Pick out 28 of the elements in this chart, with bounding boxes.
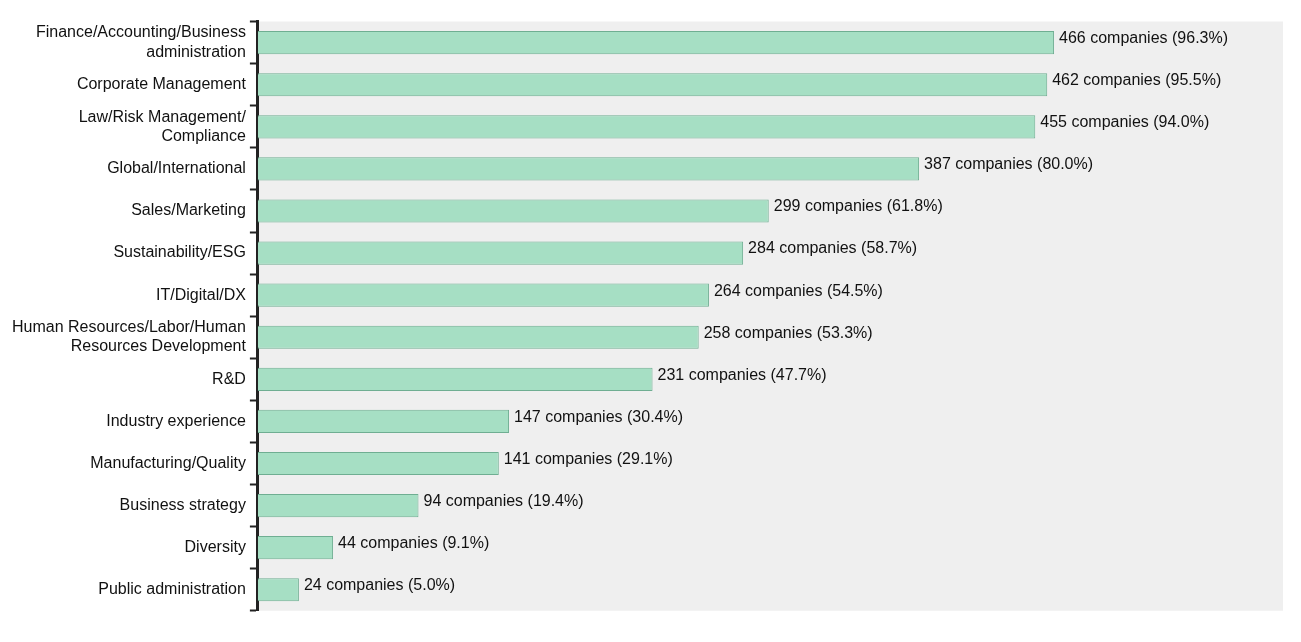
data-label: 258 companies (53.3%)	[703, 323, 873, 341]
data-label: 231 companies (47.7%)	[657, 365, 827, 383]
y-tick-label: Law/Risk Management/Compliance	[78, 107, 247, 144]
y-tick-label: Global/International	[107, 159, 246, 177]
data-label: 44 companies (9.1%)	[338, 534, 490, 552]
y-tick-label: Corporate Management	[76, 75, 247, 93]
data-label: 94 companies (19.4%)	[423, 491, 584, 509]
y-tick-label: Public administration	[98, 580, 246, 598]
y-tick-label: IT/Digital/DX	[156, 285, 247, 303]
y-tick-label: Business strategy	[119, 495, 246, 513]
data-label: 387 companies (80.0%)	[924, 155, 1094, 173]
data-label: 264 companies (54.5%)	[713, 281, 883, 299]
data-label: 455 companies (94.0%)	[1040, 113, 1210, 131]
y-tick-label: Sales/Marketing	[131, 201, 246, 219]
y-tick-label: R&D	[212, 369, 246, 387]
data-label: 462 companies (95.5%)	[1052, 71, 1222, 89]
data-label: 466 companies (96.3%)	[1059, 29, 1229, 47]
data-label: 141 companies (29.1%)	[503, 449, 673, 467]
data-label: 284 companies (58.7%)	[748, 239, 918, 257]
y-tick-label: Manufacturing/Quality	[90, 453, 246, 471]
y-tick-label: Human Resources/Labor/Human Resources Development	[12, 318, 247, 355]
data-label: 299 companies (61.8%)	[773, 197, 943, 215]
y-tick-label: Industry experience	[106, 411, 246, 429]
y-tick-label: Diversity	[184, 538, 246, 556]
data-label: 147 companies (30.4%)	[514, 407, 684, 425]
y-tick-label: Sustainability/ESG	[113, 243, 246, 261]
data-label: 24 companies (5.0%)	[303, 576, 456, 594]
y-tick-label: Finance/Accounting/Business administration	[35, 23, 246, 60]
